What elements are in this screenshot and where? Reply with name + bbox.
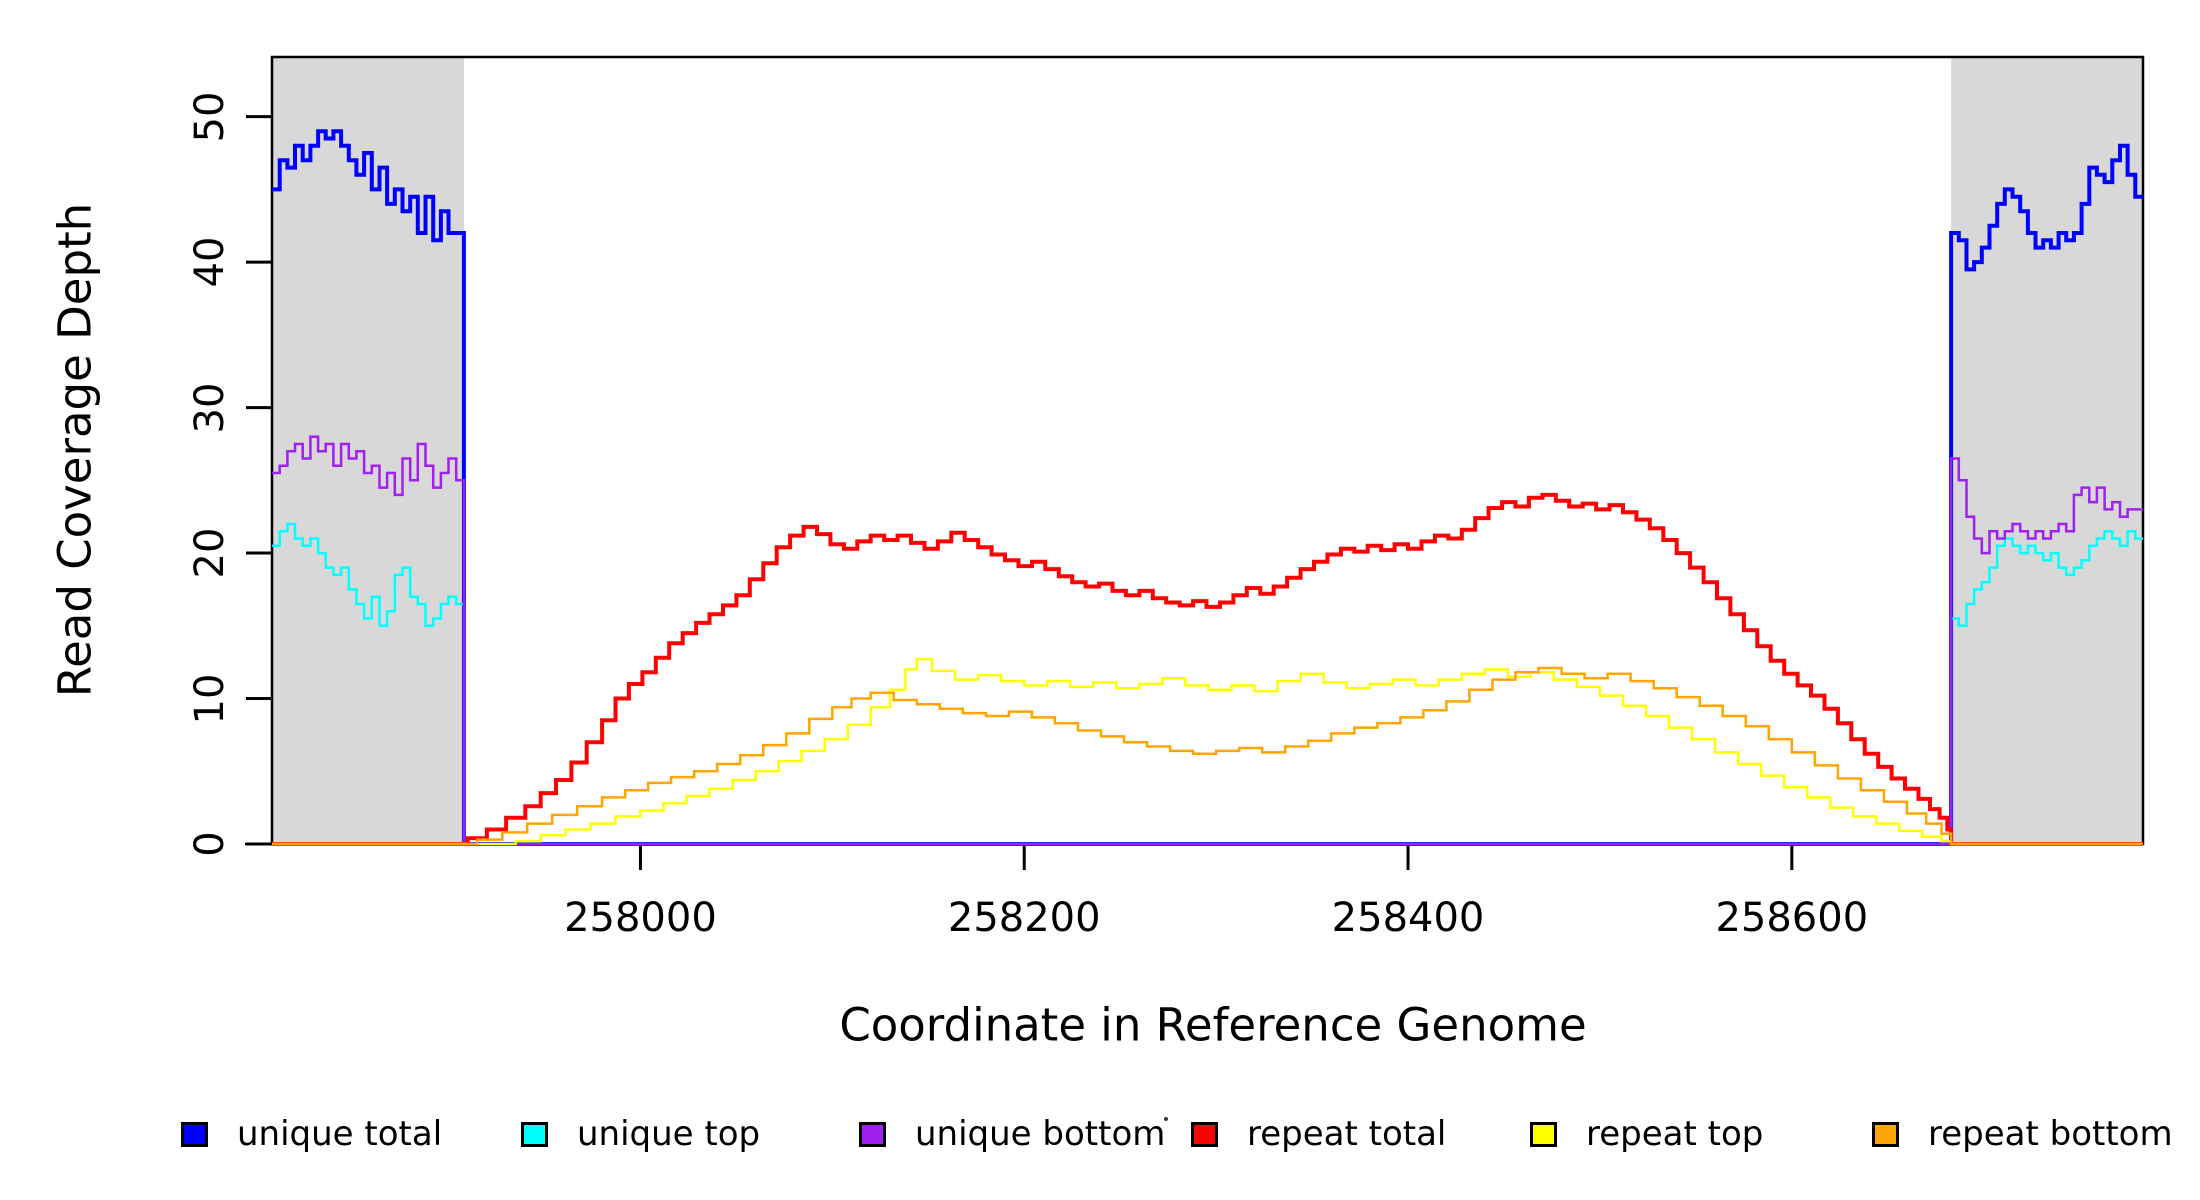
- y-tick-label-10: 10: [187, 673, 233, 724]
- legend-item-repeat-bottom: repeat bottom: [1872, 1112, 2173, 1156]
- legend-label: unique total: [237, 1114, 443, 1154]
- legend-label: repeat total: [1247, 1114, 1447, 1154]
- unique-bottom-swatch: [859, 1121, 886, 1147]
- series-line-unique-top: [272, 522, 2143, 846]
- shaded-region-left-unique-flank: [272, 57, 464, 844]
- series-line-unique-bottom: [272, 435, 2143, 846]
- repeat-total-swatch: [1191, 1121, 1218, 1147]
- series-line-repeat-total: [272, 492, 2143, 846]
- series-line-repeat-top: [272, 658, 2143, 846]
- legend-label: repeat top: [1586, 1114, 1764, 1154]
- y-axis-title: Read Coverage Depth: [48, 202, 102, 698]
- y-tick-label-30: 30: [187, 382, 233, 434]
- series-line-unique-total: [272, 129, 2143, 846]
- stray-dot: [1164, 1117, 1168, 1121]
- x-axis-title: Coordinate in Reference Genome: [839, 998, 1587, 1052]
- shaded-region-right-unique-flank: [1951, 57, 2143, 844]
- y-tick-label-0: 0: [187, 831, 233, 857]
- y-tick-label-20: 20: [187, 527, 233, 579]
- x-tick-label-258000: 258000: [564, 895, 717, 941]
- legend-label: repeat bottom: [1928, 1114, 2173, 1154]
- legend-item-unique-bottom: unique bottom: [859, 1112, 1165, 1156]
- y-tick-label-40: 40: [187, 236, 233, 288]
- repeat-top-swatch: [1530, 1121, 1557, 1147]
- plot-box: [270, 55, 2145, 846]
- plot-legend: unique total unique top unique bottom re…: [0, 1112, 2200, 1156]
- legend-label: unique bottom: [915, 1114, 1166, 1154]
- repeat-bottom-swatch: [1872, 1121, 1899, 1147]
- legend-item-repeat-top: repeat top: [1530, 1112, 1763, 1156]
- legend-label: unique top: [577, 1114, 761, 1154]
- y-tick-label-50: 50: [187, 91, 233, 143]
- x-tick-label-258200: 258200: [947, 895, 1101, 941]
- legend-item-repeat-total: repeat total: [1191, 1112, 1446, 1156]
- x-tick-label-258600: 258600: [1715, 895, 1869, 941]
- series-line-repeat-bottom: [272, 666, 2143, 846]
- unique-total-swatch: [181, 1121, 208, 1147]
- legend-item-unique-top: unique top: [521, 1112, 760, 1156]
- legend-item-unique-total: unique total: [181, 1112, 442, 1156]
- unique-top-swatch: [521, 1121, 548, 1147]
- x-tick-label-258400: 258400: [1331, 895, 1485, 941]
